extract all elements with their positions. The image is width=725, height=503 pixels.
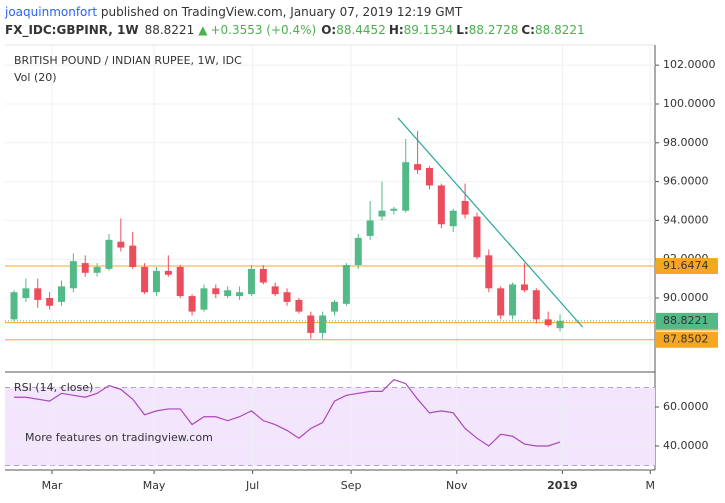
candle-body xyxy=(319,315,327,333)
price-label-box xyxy=(656,312,718,329)
candle-body xyxy=(366,220,374,236)
price: 88.8221 xyxy=(145,23,195,37)
ohlc-label: H: xyxy=(389,23,404,37)
candle-body xyxy=(556,320,564,329)
candle-body xyxy=(509,284,517,316)
candle-body xyxy=(497,288,505,316)
candle-body xyxy=(473,216,481,258)
price-label: 88.8221 xyxy=(663,314,709,327)
candle-body xyxy=(283,292,291,302)
candle-body xyxy=(34,288,42,300)
candle-body xyxy=(520,284,528,291)
candle-body xyxy=(378,210,386,217)
header-line2: FX_IDC:GBPINR, 1W 88.8221 ▲ +0.3553 (+0.4%)… xyxy=(5,23,585,38)
candle-body xyxy=(58,286,66,302)
candle-body xyxy=(461,201,469,215)
x-tick-label: Mar xyxy=(42,479,63,492)
change: +0.3553 (+0.4%) xyxy=(210,23,316,37)
rsi-line xyxy=(14,378,561,447)
candle-body xyxy=(354,237,362,266)
y-tick-label: 102.0000 xyxy=(663,58,716,71)
candle-body xyxy=(105,239,113,269)
x-tick-label: Jul xyxy=(245,479,259,492)
candle-body xyxy=(390,208,398,211)
ohlc-value: 88.4452 xyxy=(336,23,386,37)
candle-body xyxy=(307,315,315,333)
candle-body xyxy=(295,299,303,312)
candle-body xyxy=(117,241,125,248)
y-tick-label: 60.0000 xyxy=(663,400,709,413)
candle-body xyxy=(425,168,433,186)
x-tick-label: 2019 xyxy=(547,479,578,492)
rsi-band xyxy=(5,387,655,466)
price-label-box xyxy=(656,258,718,275)
rsi-title: RSI (14, close) xyxy=(14,381,93,394)
candle-body xyxy=(152,270,160,293)
arrow: ▲ xyxy=(198,23,208,37)
candle-body xyxy=(331,301,339,312)
ohlc-label: O: xyxy=(321,23,336,37)
candle-body xyxy=(449,210,457,227)
candle-body xyxy=(212,288,220,295)
candle-body xyxy=(224,290,232,297)
y-tick-label: 90.0000 xyxy=(663,291,709,304)
candle-body xyxy=(259,268,267,283)
candle-body xyxy=(176,266,184,297)
published: published on TradingView.com, January 07… xyxy=(97,5,463,19)
y-tick-label: 96.0000 xyxy=(663,175,709,188)
candle-body xyxy=(46,298,54,306)
candle-body xyxy=(532,290,540,320)
trend-line xyxy=(397,117,584,328)
price-label: 91.6474 xyxy=(663,259,709,272)
x-tick-label: Sep xyxy=(341,479,362,492)
price-label-box xyxy=(656,331,718,348)
candle-body xyxy=(22,288,30,299)
price-label: 87.8502 xyxy=(663,333,709,346)
subtitle: Vol (20) xyxy=(14,71,57,84)
candle-body xyxy=(164,270,172,275)
candle-body xyxy=(129,245,137,267)
ohlc-value: 88.8221 xyxy=(535,23,585,37)
y-tick-label: 94.0000 xyxy=(663,213,709,226)
symbol: FX_IDC:GBPINR, 1W xyxy=(5,23,139,38)
candle-body xyxy=(437,185,445,225)
candle-body xyxy=(10,292,18,320)
candle-body xyxy=(544,319,552,326)
ohlc-value: 88.2728 xyxy=(469,23,519,37)
candle-body xyxy=(81,263,89,273)
x-tick-label: Nov xyxy=(446,479,468,492)
candle-body xyxy=(236,292,244,297)
candle-body xyxy=(485,255,493,289)
y-tick-label: 98.0000 xyxy=(663,136,709,149)
x-tick-label: M xyxy=(646,479,656,492)
candle-body xyxy=(402,162,410,211)
annotation[interactable]: More features on tradingview.com xyxy=(25,431,213,444)
candle-body xyxy=(271,286,279,295)
y-tick-label: 40.0000 xyxy=(663,439,709,452)
candle-body xyxy=(414,164,422,170)
candle-body xyxy=(342,265,350,304)
header-line1: joaquinmonfort published on TradingView.… xyxy=(4,5,463,19)
x-tick-label: May xyxy=(143,479,166,492)
candle-body xyxy=(188,296,196,312)
candle-body xyxy=(69,261,77,289)
ohlc-label: C: xyxy=(521,23,535,37)
candle-body xyxy=(247,268,255,295)
ohlc-value: 89.1534 xyxy=(404,23,454,37)
y-tick-label: 100.0000 xyxy=(663,97,716,110)
ohlc-label: L: xyxy=(456,23,468,37)
chart-title: BRITISH POUND / INDIAN RUPEE, 1W, IDC xyxy=(14,54,242,67)
candle-body xyxy=(200,288,208,310)
candle-body xyxy=(93,266,101,273)
candle-body xyxy=(141,266,149,293)
author[interactable]: joaquinmonfort xyxy=(4,5,97,19)
